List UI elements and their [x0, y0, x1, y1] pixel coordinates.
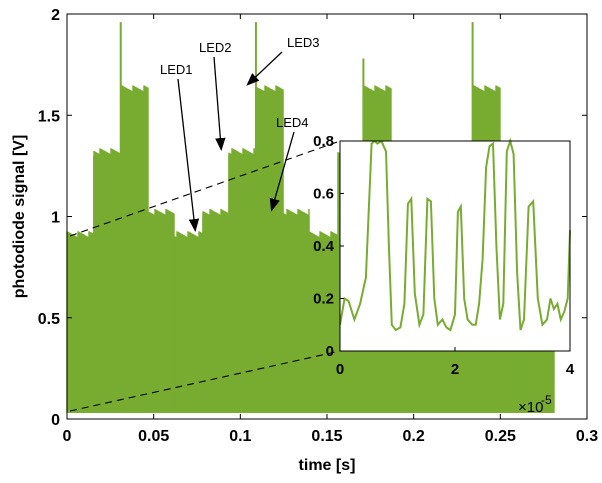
x-axis-title: time [s]: [299, 457, 356, 474]
x-tick-label-6: 0.3: [576, 428, 598, 445]
inset-multiplier-exponent: -5: [541, 393, 552, 407]
signal-segment-1: [93, 155, 121, 413]
annotation-label-3: LED3: [287, 35, 320, 50]
led-annotations: LED1 LED2 LED3 LED4: [160, 35, 320, 232]
annotation-arrow-1: [177, 78, 200, 232]
signal-segment-7: [255, 92, 284, 413]
inset-y-tick-label-2: 0.4: [313, 238, 335, 255]
inset-x-tick-label-1: 2: [451, 361, 459, 378]
annotation-label-2: LED2: [199, 40, 232, 55]
inset-y-tick-label-3: 0.6: [313, 186, 334, 203]
x-tick-label-3: 0.15: [311, 428, 342, 445]
inset-x-tick-label-2: 4: [566, 361, 575, 378]
inset-y-tick-label-4: 0.8: [313, 133, 334, 150]
inset-y-tick-label-0: 0: [326, 343, 334, 360]
annotation-arrow-3: [246, 51, 283, 86]
inset-series-line: [339, 137, 571, 332]
y-axis-title: photodiode signal [V]: [11, 135, 28, 299]
x-tick-label-5: 0.25: [485, 428, 516, 445]
annotation-arrow-4: [269, 131, 295, 212]
inset-multiplier-base: ×10: [518, 399, 543, 416]
signal-segment-5: [202, 216, 229, 413]
y-tick-label-2: 1: [51, 210, 60, 227]
inset-y-ticks: 0 0.2 0.4 0.6 0.8: [313, 133, 344, 360]
annotation-label-1: LED1: [160, 62, 193, 77]
signal-segment-4: [174, 238, 203, 413]
x-tick-label-2: 0.1: [229, 428, 251, 445]
inset-plot: 0 2 4 0 0.2 0.4 0.6 0.8 ×10-5: [313, 133, 575, 416]
signal-segment-9: [309, 238, 338, 413]
y-tick-label-1: 0.5: [38, 311, 60, 328]
main-x-ticks: 0 0.05 0.1 0.15 0.2 0.25 0.3: [63, 14, 598, 445]
signal-segment-3: [148, 216, 175, 413]
y-tick-label-3: 1.5: [38, 108, 60, 125]
inset-x-multiplier: ×10-5: [518, 393, 552, 416]
annotation-label-4: LED4: [276, 115, 309, 130]
y-tick-label-4: 2: [51, 7, 60, 24]
signal-segment-6: [228, 155, 256, 413]
inset-x-tick-label-0: 0: [336, 361, 344, 378]
zoom-connector-lines: [69, 140, 341, 412]
x-tick-label-4: 0.2: [403, 428, 425, 445]
y-tick-label-0: 0: [51, 412, 60, 429]
main-y-ticks: 0 0.5 1 1.5 2: [38, 7, 587, 429]
signal-segment-0: [67, 238, 93, 413]
inset-y-tick-label-1: 0.2: [313, 291, 334, 308]
signal-segment-2: [120, 92, 149, 413]
signal-segment-8: [283, 216, 310, 413]
annotation-arrow-2: [213, 56, 226, 151]
inset-x-ticks: 0 2 4: [336, 347, 575, 378]
x-tick-label-1: 0.05: [138, 428, 169, 445]
zoom-line-lower: [69, 350, 341, 412]
x-tick-label-0: 0: [63, 428, 72, 445]
